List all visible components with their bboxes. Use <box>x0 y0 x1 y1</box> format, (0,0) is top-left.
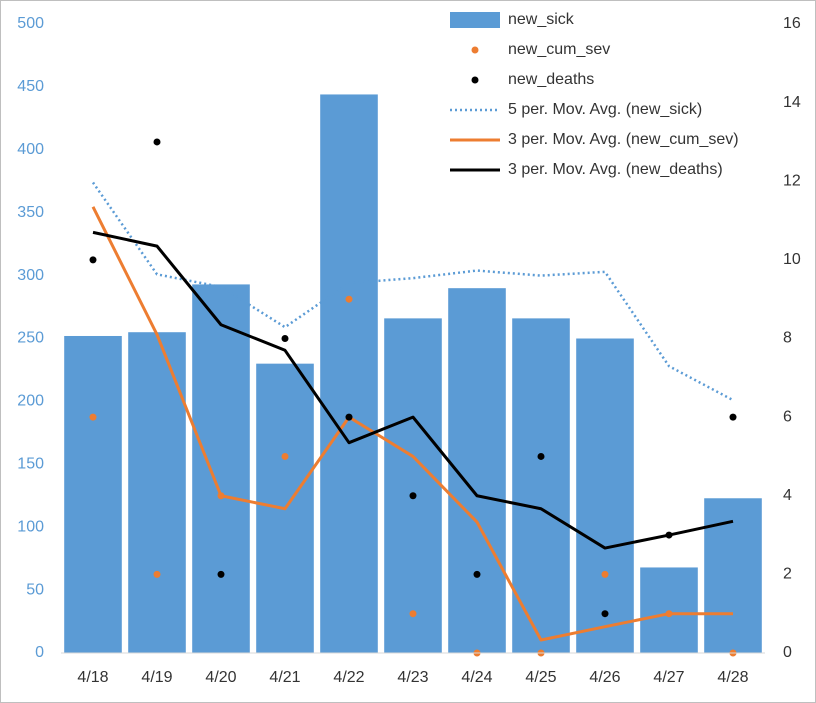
x-tick-label: 4/18 <box>77 669 108 686</box>
data-point <box>345 413 353 421</box>
y-tick-label: 300 <box>17 267 44 284</box>
data-point <box>409 492 417 500</box>
data-point <box>89 413 97 421</box>
data-point <box>281 335 289 342</box>
bar <box>64 335 122 653</box>
legend-swatch <box>471 46 479 54</box>
x-tick-label: 4/26 <box>589 669 620 686</box>
data-point <box>153 570 161 578</box>
y-tick-label: 450 <box>17 78 44 95</box>
data-point <box>153 138 161 146</box>
data-point <box>345 295 353 303</box>
legend-label: 5 per. Mov. Avg. (new_sick) <box>508 101 702 118</box>
x-tick-label: 4/23 <box>397 669 428 686</box>
moving-average-line <box>91 181 734 402</box>
y-tick-label: 0 <box>35 644 44 661</box>
bar <box>128 332 186 653</box>
x-tick-label: 4/25 <box>525 669 556 686</box>
legend-label: new_deaths <box>508 71 594 88</box>
line <box>92 230 734 550</box>
y2-tick-label: 12 <box>783 172 801 189</box>
line <box>91 206 733 642</box>
y-tick-label: 150 <box>17 456 44 473</box>
legend-label: 3 per. Mov. Avg. (new_deaths) <box>508 161 723 178</box>
data-point <box>665 610 673 618</box>
x-tick-label: 4/27 <box>653 669 684 686</box>
x-tick-label: 4/28 <box>717 669 748 686</box>
bar <box>320 94 378 653</box>
legend-swatch <box>450 12 500 28</box>
y2-tick-label: 2 <box>783 566 792 583</box>
x-tick-label: 4/24 <box>461 669 492 686</box>
legend-label: 3 per. Mov. Avg. (new_cum_sev) <box>508 131 739 148</box>
y2-tick-label: 16 <box>783 15 801 32</box>
y-tick-label: 400 <box>17 141 44 158</box>
y2-tick-label: 14 <box>783 94 801 111</box>
data-point <box>217 492 225 500</box>
y-tick-label: 250 <box>17 330 44 347</box>
y2-tick-label: 4 <box>783 487 792 504</box>
y-tick-label: 500 <box>17 15 44 32</box>
data-point <box>409 610 417 618</box>
x-tick-label: 4/19 <box>141 669 172 686</box>
y2-tick-label: 8 <box>783 330 792 347</box>
x-tick-label: 4/21 <box>269 669 300 686</box>
data-point <box>281 452 289 460</box>
y2-tick-label: 0 <box>783 644 792 661</box>
data-point <box>537 452 545 460</box>
x-tick-label: 4/22 <box>333 669 364 686</box>
y2-tick-label: 6 <box>783 408 792 425</box>
data-point <box>89 256 97 264</box>
data-point <box>601 570 609 578</box>
x-tick-label: 4/20 <box>205 669 236 686</box>
y2-tick-label: 10 <box>783 251 801 268</box>
data-point <box>665 531 673 539</box>
data-point <box>729 413 737 421</box>
bar <box>384 318 442 653</box>
legend-swatch <box>471 76 479 84</box>
bar <box>512 318 570 653</box>
legend-label: new_cum_sev <box>508 41 610 58</box>
bar <box>576 338 634 653</box>
legend-label: new_sick <box>508 11 575 28</box>
y-tick-label: 100 <box>17 518 44 535</box>
data-point <box>217 570 225 578</box>
bar <box>192 284 250 653</box>
y-tick-label: 350 <box>17 204 44 221</box>
data-point <box>601 610 609 618</box>
data-point <box>473 570 481 578</box>
y-tick-label: 50 <box>26 581 44 598</box>
y-tick-label: 200 <box>17 393 44 410</box>
